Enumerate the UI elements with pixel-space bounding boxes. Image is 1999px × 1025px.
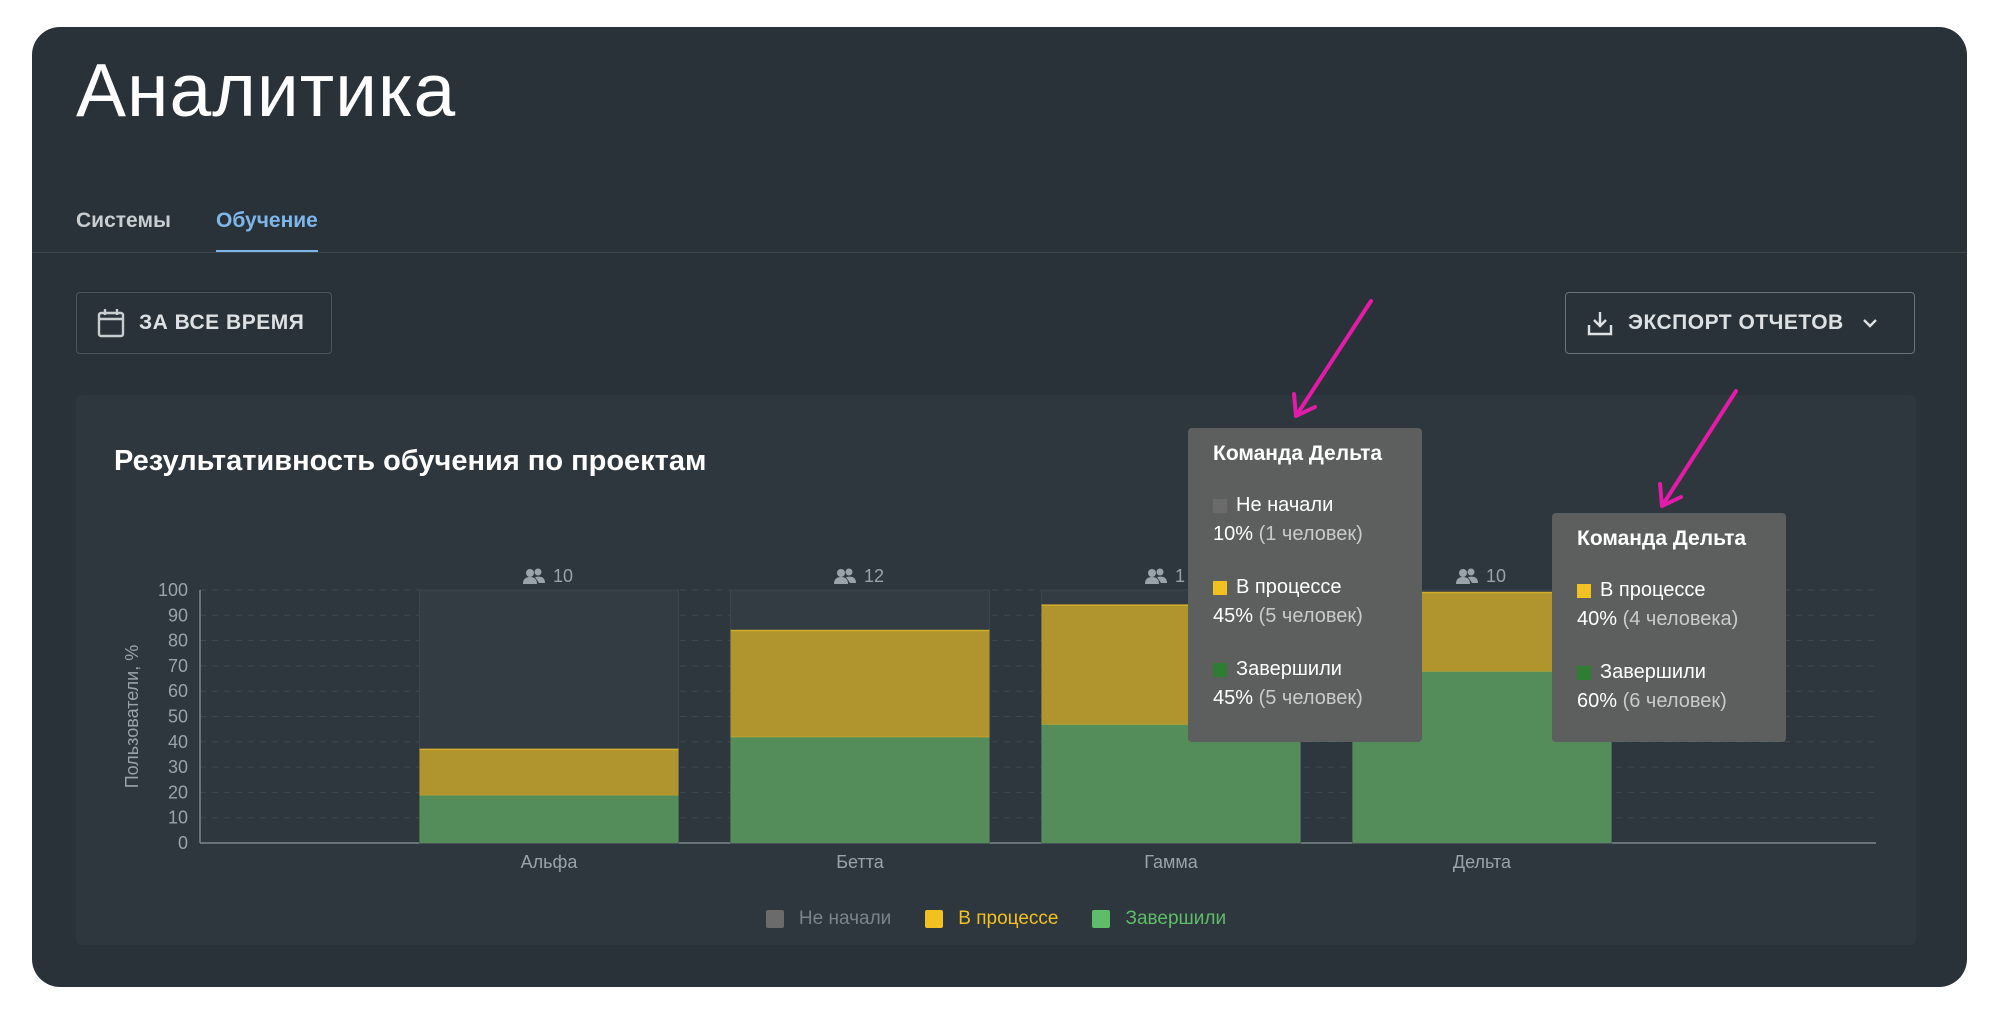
tooltip-row-count: (1 человек) xyxy=(1258,523,1363,545)
tooltip-swatch xyxy=(1577,665,1591,680)
bar-segment-done xyxy=(1041,724,1301,843)
analytics-window: Аналитика Системы Обучение ЗА ВСЕ ВРЕМЯ … xyxy=(32,27,1967,987)
tooltip-row-percent: 10% xyxy=(1213,523,1254,545)
y-tick-label: 20 xyxy=(168,782,188,802)
tooltip-row-label: В процессе xyxy=(1600,579,1706,601)
calendar-icon xyxy=(97,308,125,338)
legend-label: Не начали xyxy=(798,908,892,929)
tooltip-swatch xyxy=(1213,580,1227,595)
y-tick-label: 0 xyxy=(178,833,188,853)
tooltip-title: Команда Дельта xyxy=(1213,442,1383,465)
legend-swatch xyxy=(925,910,944,928)
x-tick-label: Дельта xyxy=(1453,852,1512,872)
chevron-down-icon xyxy=(1862,318,1878,328)
y-tick-label: 70 xyxy=(168,656,188,676)
tooltip-row-count: (4 человека) xyxy=(1622,608,1739,630)
legend-item[interactable]: Не начали xyxy=(765,907,892,931)
y-axis-label: Пользователи, % xyxy=(122,645,142,789)
chart-legend: Не начали В процессе Завершили xyxy=(76,907,1916,931)
tooltip-swatch xyxy=(1213,498,1227,513)
tooltip-row-label: В процессе xyxy=(1236,576,1342,598)
tooltip-row-label: Завершили xyxy=(1600,661,1706,683)
tooltip-row-label: Не начали xyxy=(1236,494,1334,516)
x-tick-label: Гамма xyxy=(1144,852,1198,872)
team-size-label: 10 xyxy=(553,566,573,586)
tooltip-swatch xyxy=(1577,583,1591,598)
tooltip-row-label: Завершили xyxy=(1236,658,1342,680)
tooltip-row-in-progress: В процессе 40% (4 человека) xyxy=(1577,576,1761,634)
date-range-label: ЗА ВСЕ ВРЕМЯ xyxy=(139,311,305,334)
date-range-button[interactable]: ЗА ВСЕ ВРЕМЯ xyxy=(76,292,332,354)
legend-swatch xyxy=(765,910,784,928)
y-tick-label: 60 xyxy=(168,681,188,701)
legend-item[interactable]: В процессе xyxy=(925,907,1058,931)
y-tick-label: 100 xyxy=(158,580,188,600)
legend-item[interactable]: Завершили xyxy=(1092,907,1226,931)
y-tick-label: 80 xyxy=(168,631,188,651)
team-size-label: 1 xyxy=(1175,566,1185,586)
download-icon xyxy=(1586,309,1614,337)
chart-title: Результативность обучения по проектам xyxy=(114,445,707,477)
export-reports-button[interactable]: ЭКСПОРТ ОТЧЕТОВ xyxy=(1565,292,1915,354)
bar-segment-done xyxy=(730,736,990,843)
tooltip-row-count: (5 человек) xyxy=(1258,605,1363,627)
team-icon xyxy=(1456,568,1478,584)
bar-segment-in-progress xyxy=(730,630,990,737)
tooltip-row-not-started: Не начали 10% (1 человек) xyxy=(1213,491,1397,549)
bar-segment-done xyxy=(419,794,679,843)
tooltip-row-done: Завершили 45% (5 человек) xyxy=(1213,655,1397,713)
y-tick-label: 10 xyxy=(168,808,188,828)
tooltip-row-done: Завершили 60% (6 человек) xyxy=(1577,658,1761,716)
tooltip-row-percent: 40% xyxy=(1577,608,1618,630)
tooltip-swatch xyxy=(1213,662,1227,677)
tooltip-title: Команда Дельта xyxy=(1577,527,1747,550)
team-size-label: 12 xyxy=(864,566,884,586)
tab-learning[interactable]: Обучение xyxy=(216,199,318,253)
tooltip-row-percent: 45% xyxy=(1213,687,1254,709)
tooltip-row-count: (6 человек) xyxy=(1622,690,1727,712)
y-tick-label: 50 xyxy=(168,707,188,727)
page-title: Аналитика xyxy=(76,48,457,132)
bar-segment-in-progress xyxy=(419,749,679,795)
tooltip-row-percent: 60% xyxy=(1577,690,1618,712)
tabs-divider xyxy=(32,252,1967,253)
tab-systems[interactable]: Системы xyxy=(76,209,171,232)
tooltip-row-count: (5 человек) xyxy=(1258,687,1363,709)
y-tick-label: 40 xyxy=(168,732,188,752)
export-reports-label: ЭКСПОРТ ОТЧЕТОВ xyxy=(1628,311,1844,334)
tooltip-row-percent: 45% xyxy=(1213,605,1254,627)
team-icon xyxy=(1145,568,1167,584)
team-icon xyxy=(834,568,856,584)
team-size-label: 10 xyxy=(1486,566,1506,586)
tooltip-team-delta-2: Команда Дельта В процессе 40% (4 человек… xyxy=(1552,513,1786,742)
x-tick-label: Бетта xyxy=(836,852,885,872)
y-tick-label: 30 xyxy=(168,757,188,777)
legend-label: Завершили xyxy=(1125,908,1227,929)
x-tick-label: Альфа xyxy=(521,852,579,872)
team-icon xyxy=(523,568,545,584)
y-tick-label: 90 xyxy=(168,605,188,625)
tooltip-row-in-progress: В процессе 45% (5 человек) xyxy=(1213,573,1397,631)
legend-swatch xyxy=(1092,910,1111,928)
legend-label: В процессе xyxy=(958,908,1059,929)
tooltip-team-delta-1: Команда Дельта Не начали 10% (1 человек)… xyxy=(1188,428,1422,742)
